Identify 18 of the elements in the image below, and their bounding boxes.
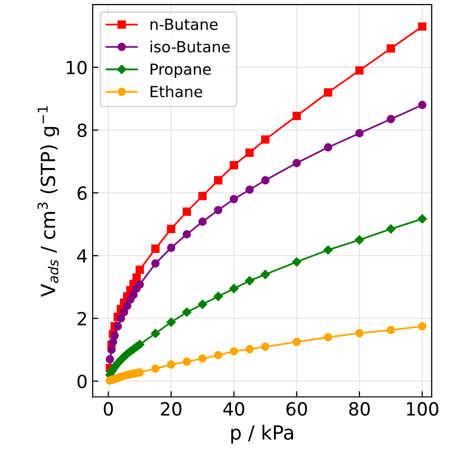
x-tick-label: 80 (349, 402, 370, 416)
y-axis-title: V$_{ads}$ / cm$^{3}$ (STP) g$^{−1}$ (37, 106, 60, 297)
x-tick-label: 40 (223, 402, 244, 416)
y-tick-label: 8 (78, 124, 87, 138)
legend-label: Ethane (150, 86, 202, 98)
x-tick-label: 60 (286, 402, 307, 416)
y-tick-label: 2 (78, 312, 86, 326)
x-axis-title: p / kPa (231, 424, 294, 444)
x-tick-label: 0 (104, 402, 113, 416)
x-tick-label: 100 (406, 402, 438, 416)
y-tick-label: 6 (78, 186, 87, 200)
y-tick-label: 0 (78, 374, 87, 388)
legend-label: Propane (150, 64, 211, 78)
y-tick-label: 4 (77, 249, 87, 262)
y-tick-label: 10 (66, 60, 87, 74)
legend-label: iso-Butane (150, 40, 230, 53)
legend-label: n-Butane (150, 18, 218, 30)
x-tick-label: 20 (160, 402, 182, 416)
